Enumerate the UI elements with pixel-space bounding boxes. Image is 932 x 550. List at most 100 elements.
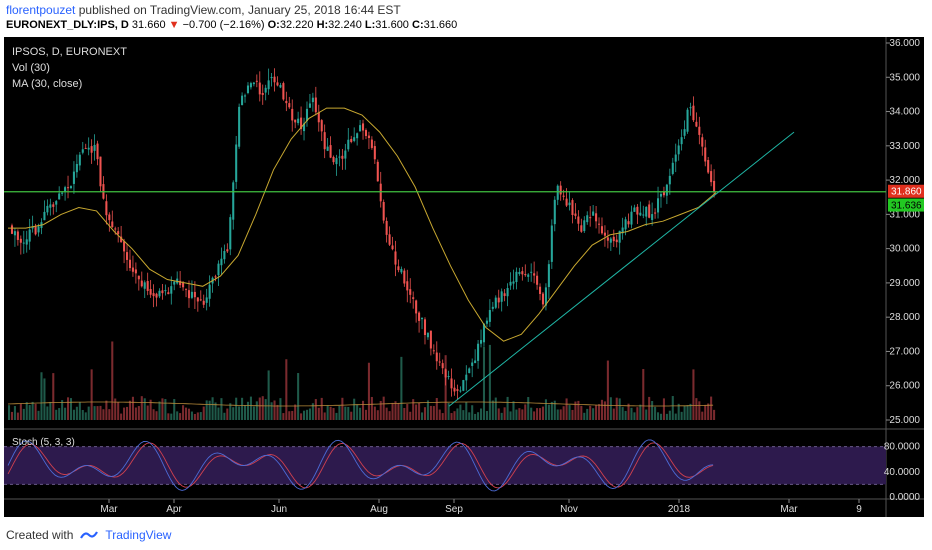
publish-info: florentpouzet published on TradingView.c… — [6, 3, 401, 17]
candle-body — [645, 206, 648, 217]
volume-bar — [52, 373, 55, 420]
volume-bar — [459, 404, 462, 420]
candle-body — [323, 132, 326, 150]
candle-body — [22, 242, 25, 244]
candle-body — [10, 225, 14, 234]
candle-body — [134, 269, 137, 274]
volume-bar — [397, 403, 400, 420]
candle-body — [710, 171, 713, 183]
candle-body — [356, 133, 359, 139]
volume-bar — [580, 405, 583, 420]
volume-bar — [547, 404, 550, 420]
candle-body — [255, 80, 258, 82]
volume-bar — [173, 399, 176, 420]
volume-bar — [515, 409, 518, 420]
price-chart[interactable]: 36.000 35.000 34.000 33.000 32.000 31.000 30.0… — [4, 37, 924, 517]
stoch-k-line — [7, 439, 714, 492]
candle-body — [214, 276, 217, 278]
volume-bar — [518, 408, 521, 420]
volume-bar — [609, 397, 612, 420]
volume-bar — [291, 410, 294, 420]
price-tick-label: 27.000 — [889, 346, 920, 357]
volume-bar — [232, 407, 235, 420]
volume-bar — [683, 405, 686, 420]
volume-bar — [370, 396, 373, 420]
candle-body — [341, 155, 344, 159]
candle-body — [199, 299, 202, 301]
volume-bar — [488, 344, 491, 420]
candle-body — [450, 378, 453, 389]
chart-area[interactable]: 36.000 35.000 34.000 33.000 32.000 31.000 30.0… — [4, 37, 924, 517]
candle-body — [96, 143, 99, 160]
candle-body — [120, 236, 123, 243]
candle-body — [311, 97, 314, 103]
candle-body — [303, 123, 306, 132]
symbol-name: EURONEXT_DLY:IPS, D — [6, 19, 129, 31]
volume-bar — [527, 397, 530, 420]
candle-body — [267, 80, 270, 90]
volume-bar — [642, 369, 645, 420]
volume-bar — [311, 403, 314, 420]
volume-bar — [391, 402, 394, 420]
candle-body — [137, 275, 140, 280]
time-tick-label: Apr — [166, 504, 182, 515]
volume-bar — [28, 405, 31, 420]
volume-bar — [704, 404, 707, 420]
volume-bar — [612, 408, 615, 420]
volume-bar — [468, 412, 471, 420]
time-tick-label: Jun — [271, 504, 287, 515]
volume-bar — [31, 401, 34, 420]
volume-bar — [108, 409, 111, 420]
price-tick-label: 35.000 — [889, 72, 920, 83]
candle-body — [603, 232, 606, 236]
volume-bar — [249, 396, 252, 420]
volume-bar — [294, 404, 297, 420]
candle-body — [353, 137, 356, 141]
tradingview-brand[interactable]: TradingView — [105, 528, 172, 542]
candle-body — [238, 106, 241, 147]
author-link[interactable]: florentpouzet — [6, 3, 76, 17]
candle-body — [503, 293, 506, 296]
candle-body — [252, 82, 255, 85]
candle-body — [642, 214, 645, 216]
volume-bar — [72, 409, 75, 420]
volume-bar — [562, 406, 565, 420]
candle-body — [686, 109, 689, 132]
candle-body — [400, 268, 403, 273]
candle-body — [412, 297, 415, 299]
volume-bar — [595, 405, 598, 420]
candle-body — [34, 226, 37, 235]
volume-bar — [326, 405, 329, 420]
candle-body — [84, 147, 87, 149]
volume-bar — [713, 409, 716, 420]
volume-bar — [589, 405, 592, 420]
price-tick-label: 30.000 — [889, 244, 920, 255]
price-tick-label: 36.000 — [889, 38, 920, 49]
volume-bar — [359, 407, 362, 420]
volume-bar — [229, 403, 232, 420]
volume-bar — [19, 403, 22, 420]
candle-body — [536, 275, 539, 285]
volume-bar — [406, 403, 409, 420]
volume-bar — [657, 412, 660, 420]
stoch-tick-label: 80.0000 — [884, 442, 921, 453]
volume-bar — [621, 407, 624, 420]
volume-bar — [394, 401, 397, 420]
volume-bar — [606, 360, 609, 420]
candle-body — [332, 156, 335, 163]
candle-body — [459, 390, 462, 392]
volume-bar — [208, 400, 211, 420]
candle-body — [512, 281, 515, 284]
volume-bar — [190, 411, 193, 420]
volume-bar — [630, 407, 633, 420]
volume-bar — [432, 406, 435, 420]
candle-body — [297, 118, 300, 124]
candle-body — [432, 350, 435, 352]
volume-bar — [187, 408, 191, 420]
volume-bar — [376, 410, 379, 420]
volume-bar — [81, 409, 84, 420]
volume-bar — [217, 407, 220, 420]
price-tick-label: 32.000 — [889, 175, 920, 186]
volume-bar — [698, 401, 701, 420]
candle-body — [589, 217, 592, 219]
